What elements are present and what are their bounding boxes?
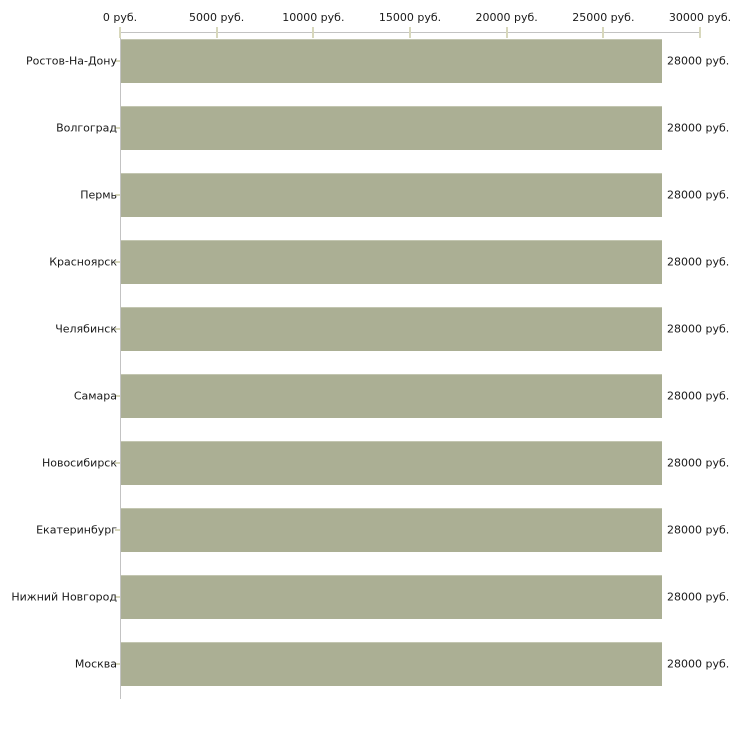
value-label: 28000 руб. [667, 590, 730, 604]
category-tick-mark [115, 261, 120, 263]
bar [121, 173, 662, 217]
category-label: Челябинск [55, 322, 117, 336]
x-axis-tick-mark [699, 27, 701, 38]
x-axis-tick-label: 0 руб. [102, 11, 138, 24]
category-tick-mark [115, 529, 120, 531]
bar [121, 374, 662, 418]
bar [121, 441, 662, 485]
value-label: 28000 руб. [667, 389, 730, 403]
value-label: 28000 руб. [667, 456, 730, 470]
x-axis-tick-mark [215, 27, 218, 38]
category-label: Самара [73, 389, 117, 403]
bar [121, 240, 662, 284]
category-label: Пермь [80, 188, 117, 202]
value-label: 28000 руб. [667, 188, 730, 202]
x-axis-tick-label: 5000 руб. [189, 11, 245, 24]
x-axis-tick-mark [312, 27, 315, 38]
category-label: Новосибирск [41, 456, 117, 470]
bar [121, 508, 662, 552]
bar [121, 575, 662, 619]
x-axis-tick-mark [119, 27, 121, 38]
bar [121, 307, 662, 351]
bar [121, 106, 662, 150]
y-axis-line [120, 32, 121, 699]
category-tick-mark [115, 194, 120, 196]
value-label: 28000 руб. [667, 657, 730, 671]
category-label: Екатеринбург [36, 523, 117, 537]
category-tick-mark [115, 328, 120, 330]
value-label: 28000 руб. [667, 255, 730, 269]
category-label: Нижний Новгород [11, 590, 117, 604]
category-tick-mark [115, 462, 120, 464]
category-tick-mark [115, 127, 120, 129]
category-label: Москва [74, 657, 117, 671]
x-axis-tick-label: 20000 руб. [475, 11, 538, 24]
value-label: 28000 руб. [667, 121, 730, 135]
x-axis-tick-label: 25000 руб. [572, 11, 635, 24]
bar [121, 39, 662, 83]
category-label: Красноярск [49, 255, 117, 269]
category-tick-mark [115, 395, 120, 397]
category-tick-mark [115, 60, 120, 62]
bar [121, 642, 662, 686]
x-axis-tick-mark [409, 27, 411, 38]
category-label: Волгоград [56, 121, 117, 135]
x-axis-tick-label: 10000 руб. [282, 11, 345, 24]
x-axis-tick-mark [602, 27, 605, 38]
x-axis-tick-label: 15000 руб. [378, 11, 442, 24]
value-label: 28000 руб. [667, 523, 730, 537]
x-axis-tick-mark [505, 27, 508, 38]
value-label: 28000 руб. [667, 322, 730, 336]
x-axis-tick-label: 30000 руб. [668, 11, 730, 24]
value-label: 28000 руб. [667, 54, 730, 68]
category-label: Ростов-На-Дону [25, 54, 117, 68]
category-tick-mark [115, 596, 120, 598]
category-tick-mark [115, 663, 120, 665]
